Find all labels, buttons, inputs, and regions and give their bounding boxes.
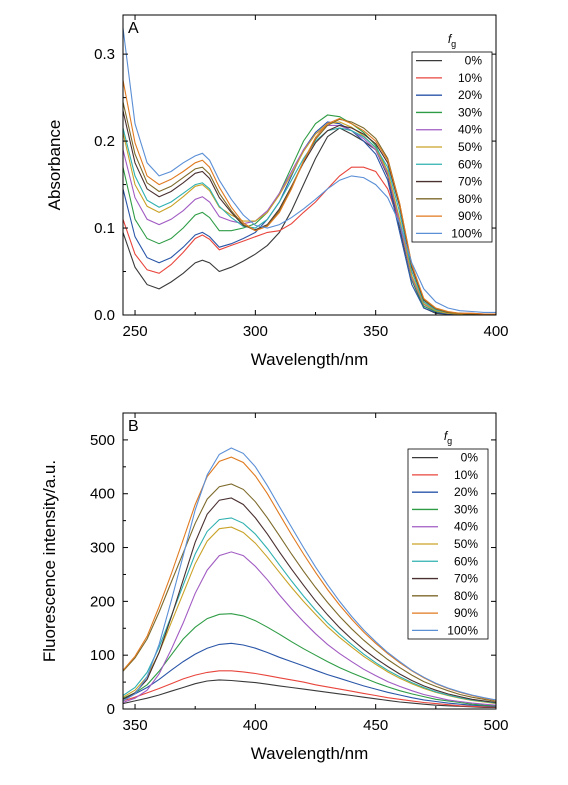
- panel-b: 350 400 450 500 0 100 200 300 400 500 Wavelength/n…: [40, 412, 509, 763]
- series-line-30pct: [123, 613, 496, 707]
- plot-frame: [122, 14, 497, 316]
- y-tick-label: 0.3: [94, 46, 115, 63]
- legend-entry: 50%: [454, 537, 478, 551]
- legend-title-subscript: g: [451, 39, 456, 49]
- legend-entry: 40%: [454, 520, 478, 534]
- legend-entry: 100%: [451, 226, 482, 240]
- y-axis-label: Fluorescence intensity/a.u.: [40, 460, 59, 662]
- y-tick-label: 500: [90, 432, 115, 449]
- plot-frame: [122, 412, 497, 710]
- x-tick-label: 450: [363, 717, 388, 734]
- series-line-0pct: [123, 127, 496, 315]
- x-tick-label: 500: [483, 717, 508, 734]
- y-axis-label: Absorbance: [45, 120, 64, 211]
- y-tick-label: 100: [90, 647, 115, 664]
- legend-entry: 0%: [465, 54, 483, 68]
- series-group: [123, 27, 496, 315]
- legend-entry: 10%: [454, 468, 478, 482]
- legend-title-main: f: [448, 32, 453, 46]
- panel-label: A: [128, 20, 139, 37]
- legend-entry: 20%: [458, 88, 482, 102]
- series-line-10pct: [123, 670, 496, 708]
- x-tick-label: 250: [123, 323, 148, 340]
- y-tick-label: 400: [90, 486, 115, 503]
- x-tick-label: 350: [363, 323, 388, 340]
- legend-entry: 60%: [454, 554, 478, 568]
- legend-entry: 20%: [454, 485, 478, 499]
- x-tick-label: 350: [123, 717, 148, 734]
- panel-label: B: [128, 418, 139, 435]
- series-line-50pct: [123, 121, 496, 315]
- x-tick-label: 400: [243, 717, 268, 734]
- legend-entry: 70%: [458, 175, 482, 189]
- legend-box: [411, 51, 493, 243]
- legend-title-main: f: [444, 429, 449, 443]
- panel-a: 250 300 350 400 0.0 0.1 0.2 0.3 Wavelength/nm Abs…: [45, 14, 509, 369]
- series-line-20pct: [123, 642, 496, 707]
- x-tick-label: 400: [483, 323, 508, 340]
- legend-entry: 0%: [461, 451, 479, 465]
- legend-title: fg: [444, 429, 452, 446]
- x-tick-label: 300: [243, 323, 268, 340]
- legend: fg 0% 10% 20% 30% 40% 50% 60% 70% 80% 90% 100%: [407, 429, 489, 640]
- legend-title-subscript: g: [447, 436, 452, 446]
- series-line-60pct: [123, 127, 496, 315]
- series-line-90pct: [123, 80, 496, 315]
- series-line-100pct: [123, 447, 496, 702]
- series-line-60pct: [123, 517, 496, 704]
- legend-entry: 10%: [458, 71, 482, 85]
- series-line-100pct: [123, 27, 496, 313]
- y-tick-label: 0.0: [94, 307, 115, 324]
- legend-entry: 100%: [447, 623, 478, 637]
- legend-entry: 50%: [458, 140, 482, 154]
- legend-entry: 80%: [458, 192, 482, 206]
- series-line-40pct: [123, 551, 496, 706]
- legend-entry: 40%: [458, 123, 482, 137]
- y-tick-label: 0: [107, 701, 115, 718]
- legend-entry: 90%: [454, 606, 478, 620]
- legend-entry: 70%: [454, 572, 478, 586]
- series-line-70pct: [123, 497, 496, 704]
- series-group: [123, 447, 496, 708]
- legend-entry: 80%: [454, 589, 478, 603]
- series-line-30pct: [123, 114, 496, 315]
- y-tick-label: 0.1: [94, 220, 115, 237]
- legend-entry: 60%: [458, 157, 482, 171]
- y-tick-label: 0.2: [94, 133, 115, 150]
- x-axis-label: Wavelength/nm: [251, 744, 368, 763]
- y-tick-label: 300: [90, 540, 115, 557]
- series-line-0pct: [123, 679, 496, 708]
- legend-title: fg: [448, 32, 456, 49]
- legend-entry: 30%: [454, 502, 478, 516]
- y-tick-label: 200: [90, 593, 115, 610]
- x-axis-label: Wavelength/nm: [251, 350, 368, 369]
- legend-entry: 90%: [458, 209, 482, 223]
- legend: fg 0% 10% 20% 30% 40% 50% 60% 70% 80% 90% 100%: [411, 32, 493, 243]
- legend-entry: 30%: [458, 105, 482, 119]
